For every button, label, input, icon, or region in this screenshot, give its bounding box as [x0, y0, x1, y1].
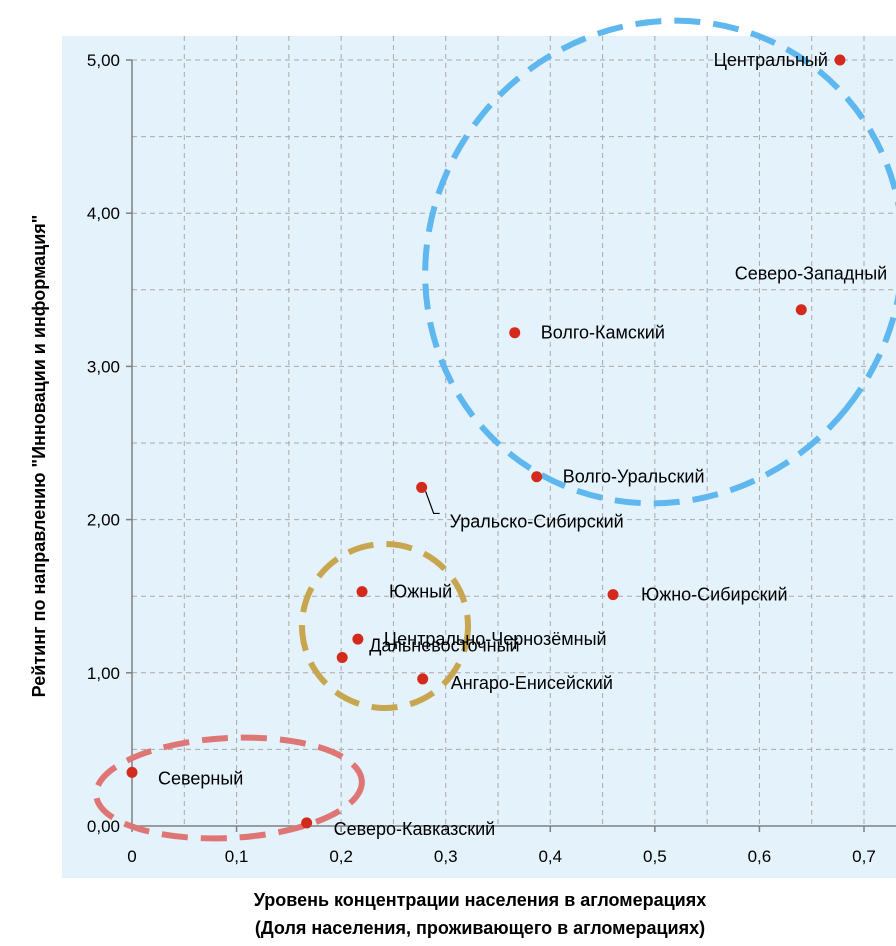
leader-line	[425, 491, 440, 515]
y-tick-label: 1,00	[87, 664, 120, 683]
y-tick-label: 2,00	[87, 511, 120, 530]
point-label: Южно-Сибирский	[641, 585, 788, 605]
point-label: Центрально-Чернозёмный	[384, 629, 607, 649]
data-point	[531, 471, 543, 483]
cluster-ellipse	[93, 734, 365, 842]
data-point	[417, 673, 429, 685]
data-point	[509, 327, 521, 339]
data-points	[126, 54, 846, 829]
data-point	[356, 586, 368, 598]
cluster-ellipse	[422, 17, 896, 507]
x-tick-label: 0,5	[643, 847, 667, 866]
x-tick-label: 0,7	[852, 847, 876, 866]
x-tick-label: 0	[127, 847, 136, 866]
point-label: Южный	[389, 582, 452, 602]
y-tick-label: 0,00	[87, 817, 120, 836]
x-tick-label: 0,4	[538, 847, 562, 866]
point-label: Дальневосточный	[369, 635, 519, 655]
x-axis-title-line2: (Доля населения, проживающего в агломера…	[255, 918, 705, 938]
point-label: Волго-Камский	[541, 323, 665, 343]
data-point	[607, 589, 619, 601]
y-tick-labels: 0,00 1,00 2,00 3,00 4,00 5,00	[87, 51, 120, 836]
x-tick-label: 0,3	[434, 847, 458, 866]
cluster-ellipses	[93, 17, 896, 842]
data-point	[834, 54, 846, 66]
x-tick-label: 0,2	[329, 847, 353, 866]
leader-lines	[425, 491, 440, 515]
point-label: Северный	[158, 768, 243, 788]
x-tick-label: 0,1	[225, 847, 249, 866]
y-axis-title: Рейтинг по направлению "Инновации и инфо…	[29, 215, 49, 698]
point-label: Волго-Уральский	[563, 467, 705, 487]
y-tick-label: 3,00	[87, 357, 120, 376]
data-point	[336, 651, 348, 663]
data-point	[416, 481, 428, 493]
point-label: Ангаро-Енисейский	[451, 673, 613, 693]
y-tick-label: 5,00	[87, 51, 120, 70]
point-label: Уральско-Сибирский	[450, 511, 624, 531]
cluster-ellipse	[299, 541, 471, 711]
data-point	[301, 817, 313, 829]
point-labels: Центральный Северо-Западный Волго-Камский В…	[158, 50, 887, 839]
y-tick-label: 4,00	[87, 204, 120, 223]
x-axis-title: Уровень концентрации населения в агломер…	[254, 890, 707, 910]
point-label: Северо-Западный	[735, 264, 887, 284]
data-point	[126, 766, 138, 778]
point-label: Северо-Кавказский	[334, 819, 496, 839]
data-point	[795, 304, 807, 316]
point-label: Центральный	[714, 50, 828, 70]
x-tick-label: 0,6	[748, 847, 772, 866]
plot-area	[62, 36, 896, 878]
x-tick-labels: 0 0,1 0,2 0,3 0,4 0,5 0,6 0,7	[127, 847, 876, 866]
data-point	[352, 633, 364, 645]
